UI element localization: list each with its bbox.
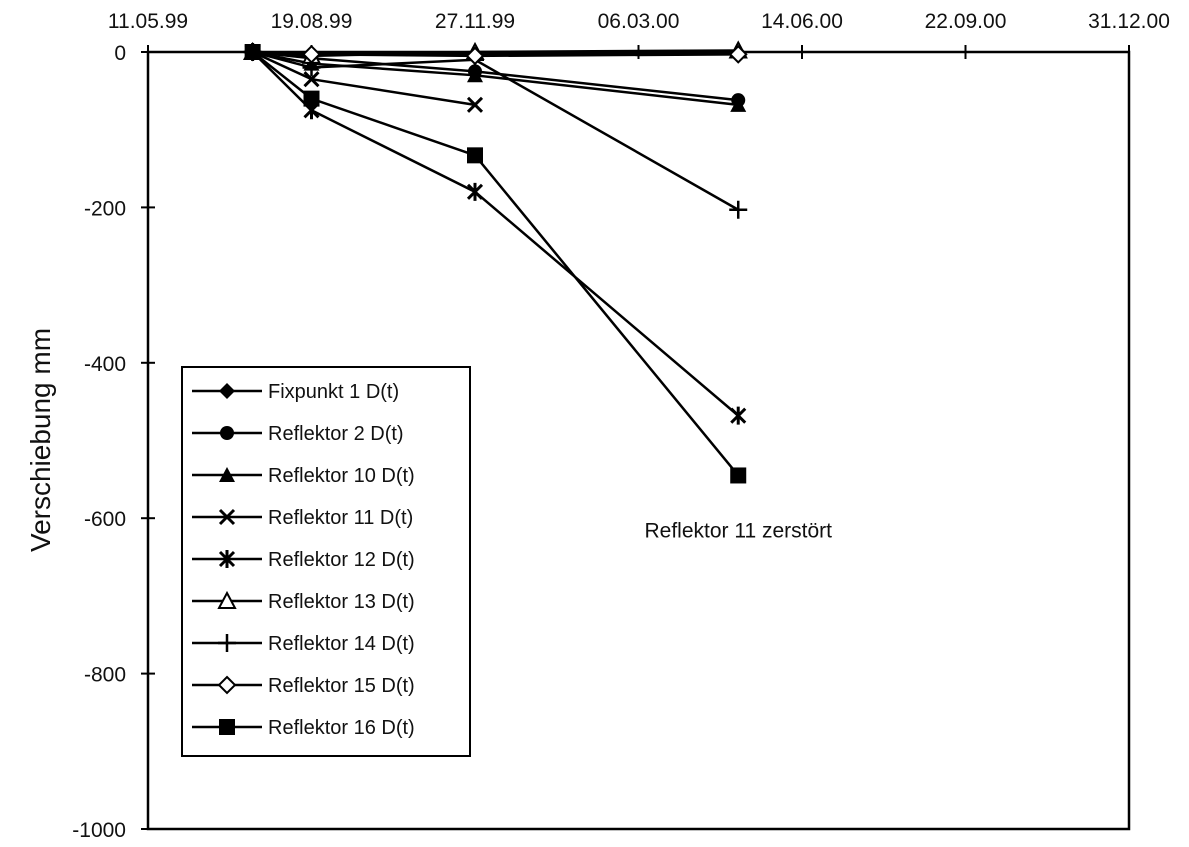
y-tick-label: 0 bbox=[114, 42, 126, 65]
series-9 bbox=[244, 44, 747, 484]
y-tick-label: -800 bbox=[84, 664, 126, 687]
legend-marker bbox=[218, 634, 236, 652]
y-tick-label: -600 bbox=[84, 508, 126, 531]
data-point bbox=[730, 406, 747, 425]
legend-marker bbox=[219, 719, 235, 735]
legend: Fixpunkt 1 D(t) Reflektor 2 D(t) Reflektor… bbox=[181, 366, 471, 757]
y-tick-label: -200 bbox=[84, 197, 126, 220]
series-8 bbox=[243, 42, 748, 66]
series-line bbox=[252, 50, 739, 211]
data-point bbox=[302, 44, 321, 64]
data-point bbox=[466, 182, 484, 201]
legend-marker bbox=[217, 590, 237, 609]
legend-label: Reflektor 2 D(t) bbox=[268, 423, 404, 445]
series-line bbox=[252, 50, 739, 102]
data-point bbox=[729, 200, 748, 219]
y-tick-label: -1000 bbox=[72, 819, 126, 842]
legend-label: Reflektor 15 D(t) bbox=[268, 675, 415, 697]
legend-label: Fixpunkt 1 D(t) bbox=[268, 381, 399, 403]
series-layer bbox=[242, 40, 748, 484]
legend-label: Reflektor 16 D(t) bbox=[268, 717, 415, 739]
x-tick-label: 22.09.00 bbox=[925, 10, 1007, 33]
y-axis-title: Verschiebung mm bbox=[25, 328, 56, 552]
legend-label: Reflektor 11 D(t) bbox=[268, 507, 413, 529]
data-point bbox=[303, 71, 320, 88]
data-point bbox=[728, 44, 748, 64]
legend-marker bbox=[218, 508, 236, 526]
legend-marker bbox=[218, 550, 236, 568]
legend-marker bbox=[220, 426, 234, 440]
legend-label: Reflektor 13 D(t) bbox=[268, 591, 415, 613]
x-tick-label: 27.11.99 bbox=[435, 10, 515, 33]
legend-label: Reflektor 10 D(t) bbox=[268, 465, 415, 487]
annotation-layer: Reflektor 11 zerstört bbox=[644, 520, 832, 543]
legend-marker bbox=[217, 675, 237, 695]
x-tick-label: 31.12.00 bbox=[1088, 10, 1170, 33]
series-7 bbox=[243, 43, 748, 219]
x-tick-label: 11.05.99 bbox=[108, 10, 188, 33]
y-axis: 0 -200 -400 -600 -800 -1000 bbox=[72, 42, 155, 842]
data-point bbox=[244, 44, 261, 60]
data-point bbox=[467, 67, 483, 83]
x-tick-label: 06.03.00 bbox=[598, 10, 680, 33]
annotation-text: Reflektor 11 zerstört bbox=[644, 520, 832, 543]
x-tick-label: 14.06.00 bbox=[761, 10, 843, 33]
data-point bbox=[303, 90, 320, 107]
legend-marker bbox=[219, 467, 235, 482]
legend-label: Reflektor 14 D(t) bbox=[268, 633, 415, 655]
data-point bbox=[467, 147, 483, 164]
data-point bbox=[466, 96, 484, 113]
y-tick-label: -400 bbox=[84, 353, 126, 376]
series-line bbox=[252, 50, 739, 58]
legend-label: Reflektor 12 D(t) bbox=[268, 549, 415, 571]
x-tick-label: 19.08.99 bbox=[271, 10, 353, 33]
data-point bbox=[465, 46, 485, 66]
series-line bbox=[252, 50, 739, 107]
data-point bbox=[730, 467, 747, 484]
series-line bbox=[251, 51, 740, 477]
series-line bbox=[251, 51, 740, 417]
legend-marker bbox=[219, 383, 235, 399]
data-point bbox=[730, 96, 747, 112]
x-axis: 11.05.99 19.08.99 27.11.99 06.03.00 14.06.00… bbox=[108, 10, 1170, 59]
